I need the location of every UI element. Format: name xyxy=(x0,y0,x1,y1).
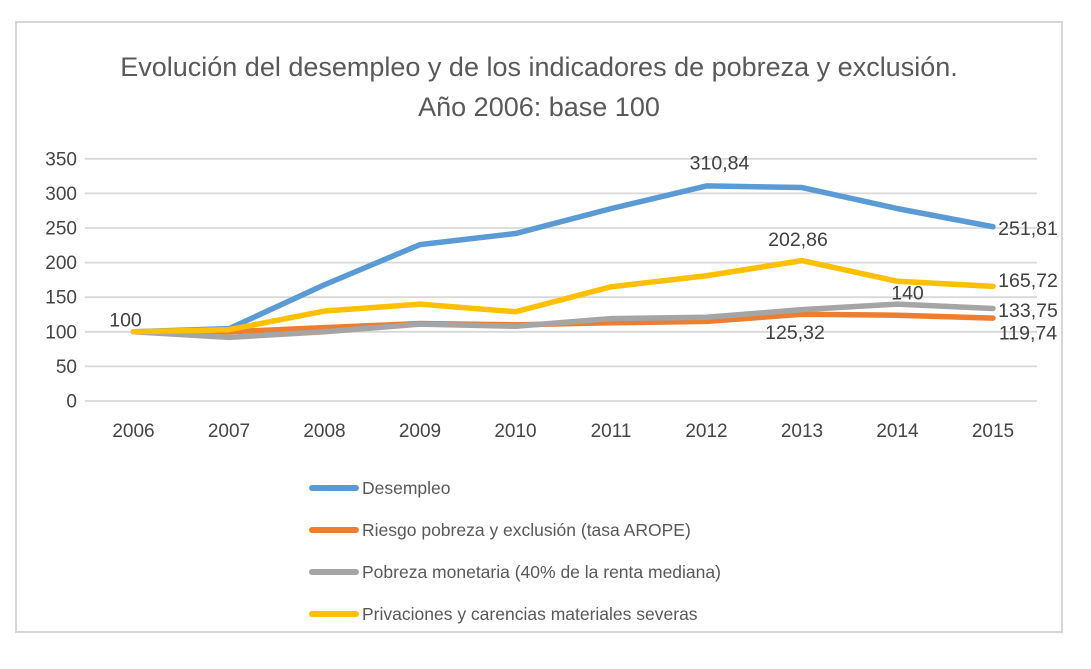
x-axis-tick-label: 2015 xyxy=(972,421,1014,442)
x-axis-tick-label: 2007 xyxy=(208,421,250,442)
data-label: 133,75 xyxy=(998,300,1058,322)
data-label: 202,86 xyxy=(768,229,828,251)
legend-swatch-icon xyxy=(309,611,359,617)
y-axis-tick-label: 350 xyxy=(45,149,77,170)
x-axis-tick-label: 2010 xyxy=(494,421,536,442)
y-axis-tick-label: 200 xyxy=(45,253,77,274)
y-axis-tick-label: 300 xyxy=(45,184,77,205)
x-axis-tick-label: 2008 xyxy=(303,421,345,442)
chart-frame: Evolución del desempleo y de los indicad… xyxy=(15,21,1063,633)
y-axis-tick-label: 150 xyxy=(45,288,77,309)
data-label: 100 xyxy=(109,309,142,331)
legend-swatch-icon xyxy=(309,485,359,491)
legend-label: Riesgo pobreza y exclusión (tasa AROPE) xyxy=(362,519,691,540)
series-line-pobreza-monetaria xyxy=(130,301,996,341)
legend-item: Pobreza monetaria (40% de la renta media… xyxy=(309,551,721,593)
y-axis-tick-label: 100 xyxy=(45,322,77,343)
x-axis-tick-label: 2012 xyxy=(685,421,727,442)
series-line-desempleo xyxy=(130,183,996,335)
y-axis-tick-label: 50 xyxy=(56,357,77,378)
series-line-privaciones xyxy=(130,257,996,335)
legend-item: Riesgo pobreza y exclusión (tasa AROPE) xyxy=(309,509,721,551)
chart-title: Evolución del desempleo y de los indicad… xyxy=(17,47,1061,127)
data-label: 165,72 xyxy=(998,270,1058,292)
legend-item: Privaciones y carencias materiales sever… xyxy=(309,593,721,635)
data-label: 251,81 xyxy=(998,218,1058,240)
y-axis-tick-label: 0 xyxy=(66,392,77,413)
x-axis-tick-label: 2013 xyxy=(781,421,823,442)
data-label: 119,74 xyxy=(999,323,1057,345)
data-label: 125,32 xyxy=(765,322,825,344)
legend-label: Privaciones y carencias materiales sever… xyxy=(362,603,698,624)
legend-item: Desempleo xyxy=(309,467,721,509)
data-label: 140 xyxy=(891,283,924,305)
data-label: 310,84 xyxy=(690,152,750,174)
legend-swatch-icon xyxy=(309,569,359,575)
legend-swatch-icon xyxy=(309,527,359,533)
legend-label: Pobreza monetaria (40% de la renta media… xyxy=(362,561,721,582)
chart-legend: Desempleo Riesgo pobreza y exclusión (tas… xyxy=(309,467,721,635)
chart-title-text: Evolución del desempleo y de los indicad… xyxy=(120,52,958,122)
x-axis-tick-label: 2009 xyxy=(399,421,441,442)
y-axis-tick-label: 250 xyxy=(45,219,77,240)
x-axis-tick-label: 2014 xyxy=(876,421,919,442)
plot-area: 0 50 100 150 200 250 300 350 2006 2007 2008 2009 201… xyxy=(45,149,1058,442)
x-axis-tick-label: 2011 xyxy=(591,421,632,442)
legend-label: Desempleo xyxy=(362,477,451,498)
x-axis-tick-label: 2006 xyxy=(112,421,154,442)
